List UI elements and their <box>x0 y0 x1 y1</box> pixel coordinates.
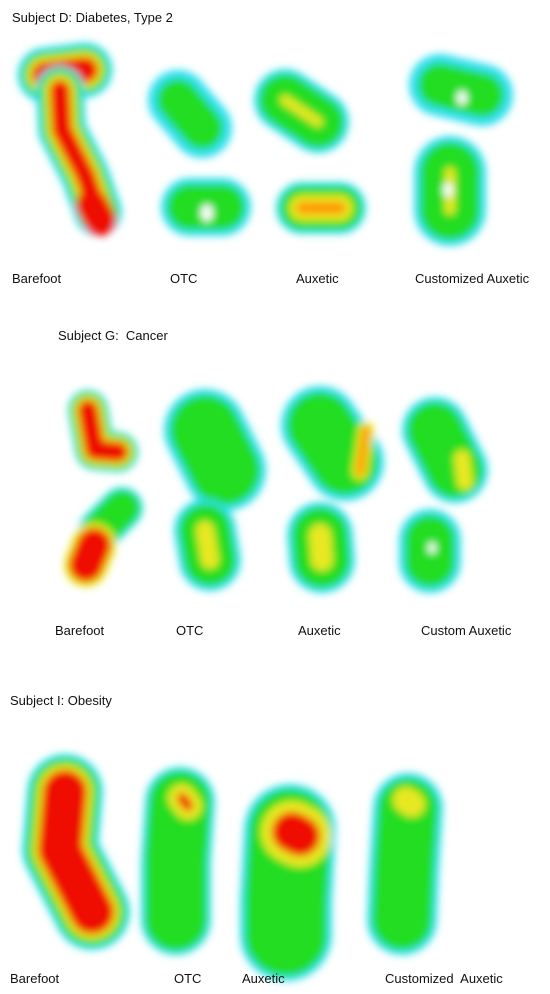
condition-label: Barefoot <box>12 271 62 286</box>
pressure-blob <box>372 778 438 950</box>
panel-title: Subject D: Diabetes, Type 2 <box>12 10 173 25</box>
pressure-blob <box>287 392 378 495</box>
pressure-blob <box>407 402 483 498</box>
pressure-blob <box>356 426 370 476</box>
pressure-blob <box>157 79 223 149</box>
condition-label: Auxetic <box>296 271 339 286</box>
pressure-blob <box>177 793 193 811</box>
pressure-blob <box>309 524 333 571</box>
pressure-blob <box>428 542 436 554</box>
condition-label: OTC <box>174 971 201 986</box>
pressure-blob <box>196 521 219 569</box>
pressure-maps <box>17 42 513 981</box>
condition-label: Barefoot <box>55 623 105 638</box>
condition-label: Custom Auxetic <box>421 623 512 638</box>
pressure-blob <box>201 204 213 222</box>
pressure-blob <box>76 189 116 236</box>
pressure-blob <box>443 183 453 197</box>
condition-label: Barefoot <box>10 971 60 986</box>
pressure-blob <box>69 528 111 582</box>
condition-label: Auxetic <box>298 623 341 638</box>
panel-title: Subject I: Obesity <box>10 693 112 708</box>
condition-label: OTC <box>176 623 203 638</box>
condition-label: OTC <box>170 271 197 286</box>
pressure-blob <box>272 812 320 856</box>
condition-label: Customized Auxetic <box>415 271 530 286</box>
pressure-blob <box>280 95 323 127</box>
pressure-blob <box>145 771 211 951</box>
pressure-blob <box>457 91 467 105</box>
pressure-blob <box>393 787 425 817</box>
panel-title: Subject G: Cancer <box>58 328 168 343</box>
condition-label: Customized Auxetic <box>385 971 503 986</box>
pressure-blob <box>454 450 473 490</box>
pressure-blob <box>38 770 114 934</box>
pressure-blob <box>170 395 260 505</box>
pressure-blob <box>418 63 504 117</box>
pressure-blob <box>78 400 128 462</box>
condition-label: Auxetic <box>242 971 285 986</box>
